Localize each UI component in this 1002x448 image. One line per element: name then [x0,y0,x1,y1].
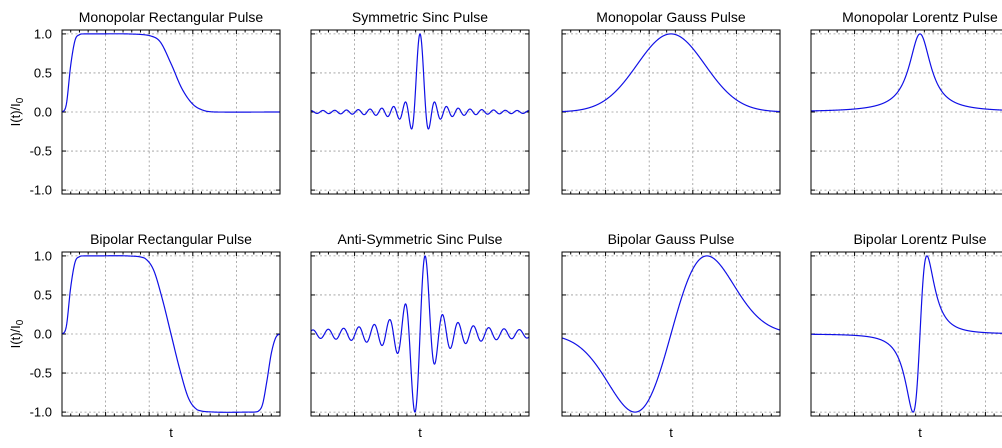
series-line [810,33,1002,112]
series-line [561,255,781,413]
y-tick-label: 0.5 [34,65,52,80]
y-tick-label: 0.5 [34,287,52,302]
gridlines [811,30,1002,194]
chart-panel: Bipolar Rectangular Pulse 1.0 0.5 0.0 -0.5 -1… [8,231,281,440]
x-axis-label: t [918,425,922,440]
chart-title: Bipolar Rectangular Pulse [90,231,252,247]
x-axis-label: t [418,425,422,440]
y-tick-label: -0.5 [30,366,52,381]
chart-title: Bipolar Gauss Pulse [608,231,735,247]
plot-frame [810,29,1002,195]
series-line [61,255,281,413]
plot-frame [61,251,281,417]
chart-panel: Anti-Symmetric Sinc Pulse t [310,231,530,440]
plot-frame [810,251,1002,417]
series-line [61,33,281,113]
y-tick-label: -1.0 [30,405,52,420]
chart-title: Symmetric Sinc Pulse [352,9,488,25]
plot-frame [310,29,530,195]
chart-title: Bipolar Lorentz Pulse [853,231,986,247]
y-tick-label: -1.0 [30,183,52,198]
y-tick-label: 0.0 [34,327,52,342]
y-axis-label: I(t)/I0 [8,97,26,126]
x-axis-label: t [669,425,673,440]
plot-frame [561,251,781,417]
gridlines [811,252,1002,416]
series-line [810,255,1002,413]
gridlines [562,30,780,194]
y-tick-label: 1.0 [34,248,52,263]
series-line [561,33,781,113]
chart-title: Monopolar Rectangular Pulse [79,9,264,25]
y-tick-label: 1.0 [34,26,52,41]
gridlines [562,252,780,416]
chart-panel: Monopolar Gauss Pulse [561,9,781,195]
series-line [310,33,530,130]
x-axis-label: t [169,425,173,440]
chart-title: Monopolar Gauss Pulse [596,9,746,25]
plot-frame [310,251,530,417]
plot-frame [561,29,781,195]
y-tick-label: -0.5 [30,144,52,159]
y-axis-label: I(t)/I0 [8,319,26,348]
series-line [310,255,530,413]
chart-title: Anti-Symmetric Sinc Pulse [338,231,503,247]
chart-panel: Monopolar Lorentz Pulse [810,9,1002,195]
plot-frame [61,29,281,195]
chart-panel: Symmetric Sinc Pulse [310,9,530,195]
chart-title: Monopolar Lorentz Pulse [842,9,998,25]
y-tick-label: 0.0 [34,105,52,120]
chart-panel: Monopolar Rectangular Pulse 1.0 0.5 0.0 -0.5… [8,9,281,198]
gridlines [311,30,529,194]
chart-panel: Bipolar Lorentz Pulse t [810,231,1002,440]
chart-panel: Bipolar Gauss Pulse t [561,231,781,440]
